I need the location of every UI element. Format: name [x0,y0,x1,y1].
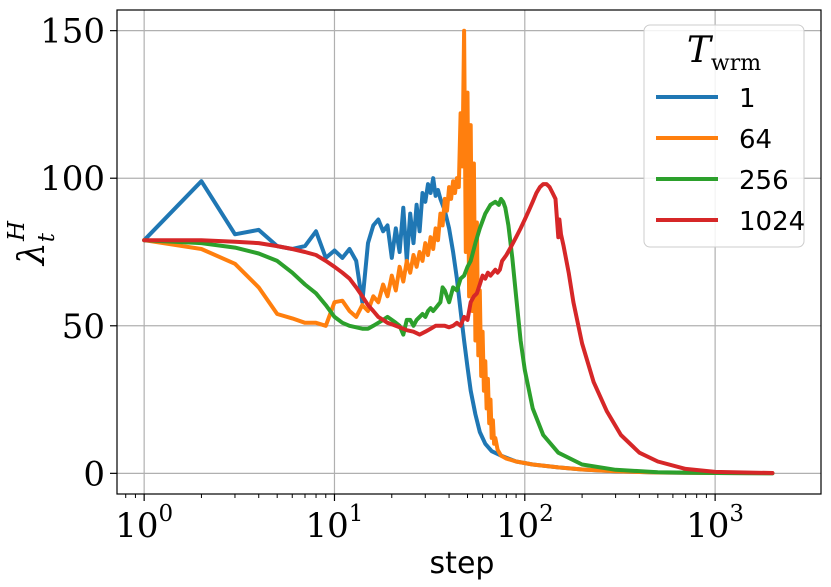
x-tick-label: 103 [686,501,744,546]
x-tick-label: 100 [115,501,173,546]
plot-frame [116,9,822,495]
y-tick-label: 100 [40,159,105,199]
y-axis-label-main: λ [12,242,53,267]
legend-label: 1024 [739,207,805,237]
y-axis-label-sup: H [4,220,30,242]
legend-label: 64 [739,125,772,155]
y-axis-label: λtH [4,220,60,267]
legend-label: 256 [739,166,789,196]
series-line-1 [142,176,775,476]
svg-text:λtH: λtH [4,220,60,267]
y-tick-label: 50 [62,307,105,347]
legend: Twrm 1 64 256 1024 [643,24,805,248]
x-tick-label: 102 [496,501,554,546]
legend-title-main: T [687,30,714,71]
y-tick-label: 0 [83,454,105,494]
series-layer [142,28,775,476]
x-tick-label: 101 [306,501,364,546]
x-axis-label: step [430,546,495,581]
legend-title: Twrm [687,30,761,76]
series-line-64 [142,28,775,476]
legend-entries: 1 64 256 1024 [656,84,805,237]
legend-entry-256: 256 [656,166,789,196]
y-axis-label-sub: t [34,232,60,242]
legend-entry-1: 1 [656,84,756,114]
series-line-256 [142,196,775,476]
legend-entry-64: 64 [656,125,772,155]
legend-title-sub: wrm [711,51,761,76]
legend-entry-1024: 1024 [656,207,805,237]
axis-ticks: 100 101 102 103 0 50 100 150 [40,12,744,546]
series-line-1024 [142,182,775,475]
legend-label: 1 [739,84,756,114]
legend-box [643,24,805,248]
y-tick-label: 150 [40,12,105,52]
